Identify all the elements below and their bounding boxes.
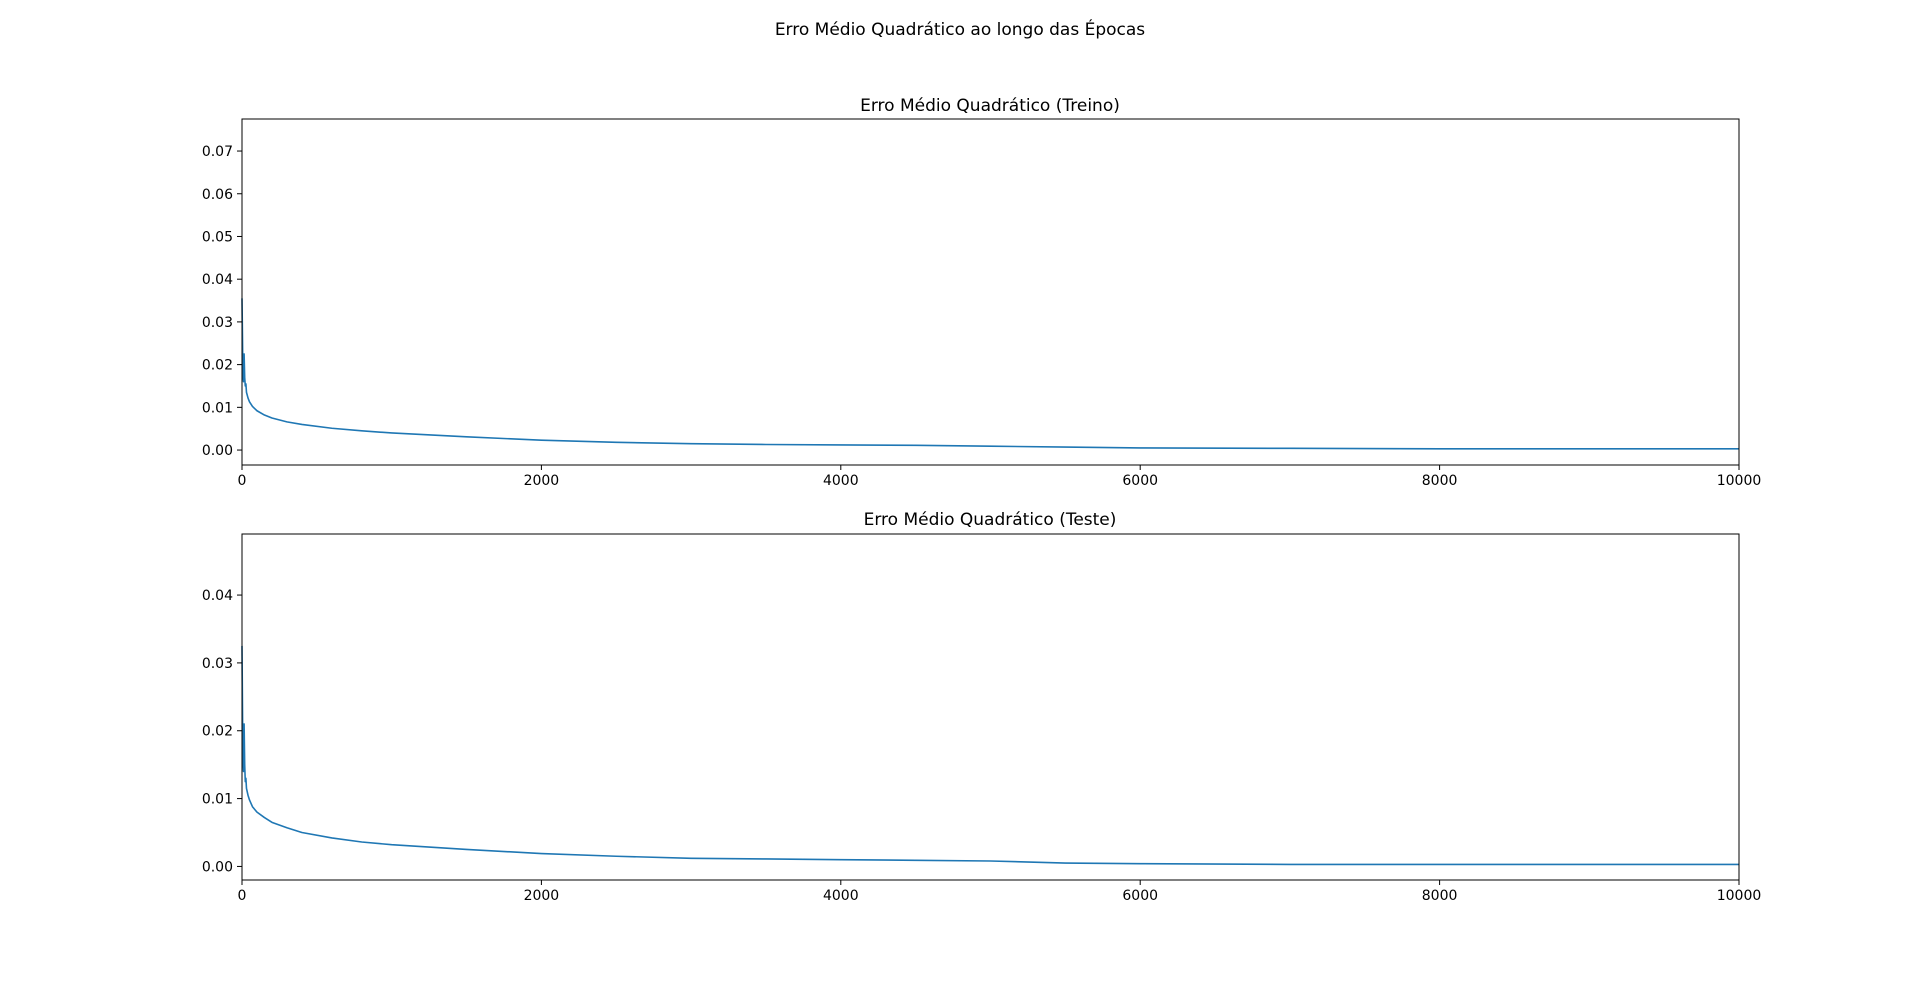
test-y-tick-label: 0.01 bbox=[202, 792, 233, 808]
train-series-layer bbox=[241, 298, 1739, 450]
train-x-tick-label: 10000 bbox=[1717, 473, 1762, 489]
train-plot-frame bbox=[241, 118, 1740, 466]
train-x-tick-label: 6000 bbox=[1122, 473, 1158, 489]
test-y-tick-label: 0.03 bbox=[202, 656, 233, 672]
test-x-tick-label: 2000 bbox=[524, 888, 560, 904]
test-x-tick-label: 6000 bbox=[1122, 888, 1158, 904]
train-y-axis: 0.00 0.01 0.02 0.03 0.04 0.05 0.06 0.07 bbox=[202, 144, 242, 459]
train-y-tick-label: 0.04 bbox=[202, 272, 233, 288]
test-x-tick-label: 0 bbox=[238, 888, 247, 904]
train-y-tick-label: 0.07 bbox=[202, 144, 233, 160]
test-x-axis: 0 2000 4000 6000 8000 10000 bbox=[238, 880, 1762, 904]
test-y-tick-label: 0.04 bbox=[202, 588, 233, 604]
test-y-axis: 0.00 0.01 0.02 0.03 0.04 bbox=[202, 588, 242, 875]
train-x-tick-label: 4000 bbox=[823, 473, 859, 489]
test-x-tick-label: 8000 bbox=[1422, 888, 1458, 904]
train-y-tick-label: 0.05 bbox=[202, 229, 233, 245]
test-x-tick-label: 4000 bbox=[823, 888, 859, 904]
train-mse-plot: Erro Médio Quadrático (Treino) 0 2000 4000… bbox=[202, 96, 1761, 489]
test-plot-frame bbox=[241, 533, 1740, 881]
train-mse-line bbox=[241, 298, 1739, 450]
train-x-tick-label: 0 bbox=[238, 473, 247, 489]
train-plot-title: Erro Médio Quadrático (Treino) bbox=[860, 96, 1120, 116]
train-y-tick-label: 0.03 bbox=[202, 315, 233, 331]
train-y-tick-label: 0.01 bbox=[202, 400, 233, 416]
test-mse-plot: Erro Médio Quadrático (Teste) 0 2000 4000 6… bbox=[202, 510, 1761, 904]
test-series-layer bbox=[241, 645, 1739, 866]
test-y-tick-label: 0.00 bbox=[202, 859, 233, 875]
test-plot-title: Erro Médio Quadrático (Teste) bbox=[864, 510, 1117, 530]
train-x-tick-label: 2000 bbox=[524, 473, 560, 489]
train-y-tick-label: 0.02 bbox=[202, 358, 233, 374]
train-x-tick-label: 8000 bbox=[1422, 473, 1458, 489]
train-y-tick-label: 0.06 bbox=[202, 187, 233, 203]
test-x-tick-label: 10000 bbox=[1717, 888, 1762, 904]
train-y-tick-label: 0.00 bbox=[202, 443, 233, 459]
test-y-tick-label: 0.02 bbox=[202, 724, 233, 740]
figure-suptitle: Erro Médio Quadrático ao longo das Época… bbox=[775, 18, 1145, 40]
test-mse-line bbox=[241, 645, 1739, 866]
train-x-axis: 0 2000 4000 6000 8000 10000 bbox=[238, 465, 1762, 489]
